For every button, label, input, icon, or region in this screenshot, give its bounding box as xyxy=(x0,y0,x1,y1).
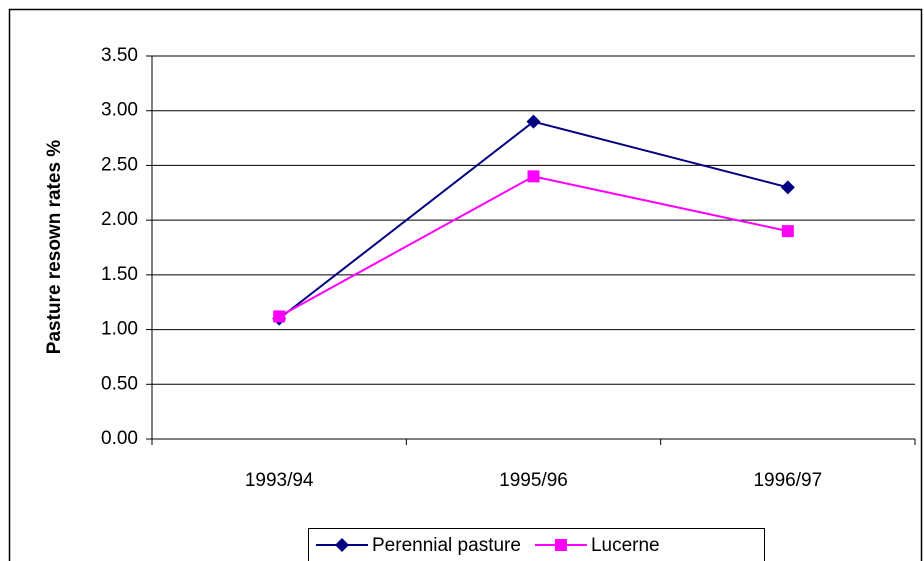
marker xyxy=(273,310,286,323)
x-tick-label: 1995/96 xyxy=(499,470,568,491)
marker xyxy=(527,170,540,183)
legend-marker xyxy=(335,538,349,552)
legend-label: Lucerne xyxy=(591,535,660,556)
x-tick-label: 1993/94 xyxy=(245,470,314,491)
y-tick-label: 1.50 xyxy=(101,264,138,285)
y-tick-label: 0.50 xyxy=(101,373,138,394)
marker xyxy=(526,114,541,129)
y-axis-label: Pasture resown rates % xyxy=(44,140,65,354)
marker xyxy=(781,225,794,238)
y-tick-label: 3.50 xyxy=(101,45,138,66)
chart-border xyxy=(8,8,923,561)
y-tick-label: 1.00 xyxy=(101,319,138,340)
x-tick-label: 1996/97 xyxy=(753,470,822,491)
y-tick-label: 3.00 xyxy=(101,100,138,121)
legend-marker xyxy=(554,539,567,551)
y-tick-label: 0.00 xyxy=(101,428,138,449)
legend-label: Perennial pasture xyxy=(372,535,521,556)
y-tick-label: 2.50 xyxy=(101,154,138,175)
marker xyxy=(780,180,795,195)
y-tick-label: 2.00 xyxy=(101,209,138,230)
